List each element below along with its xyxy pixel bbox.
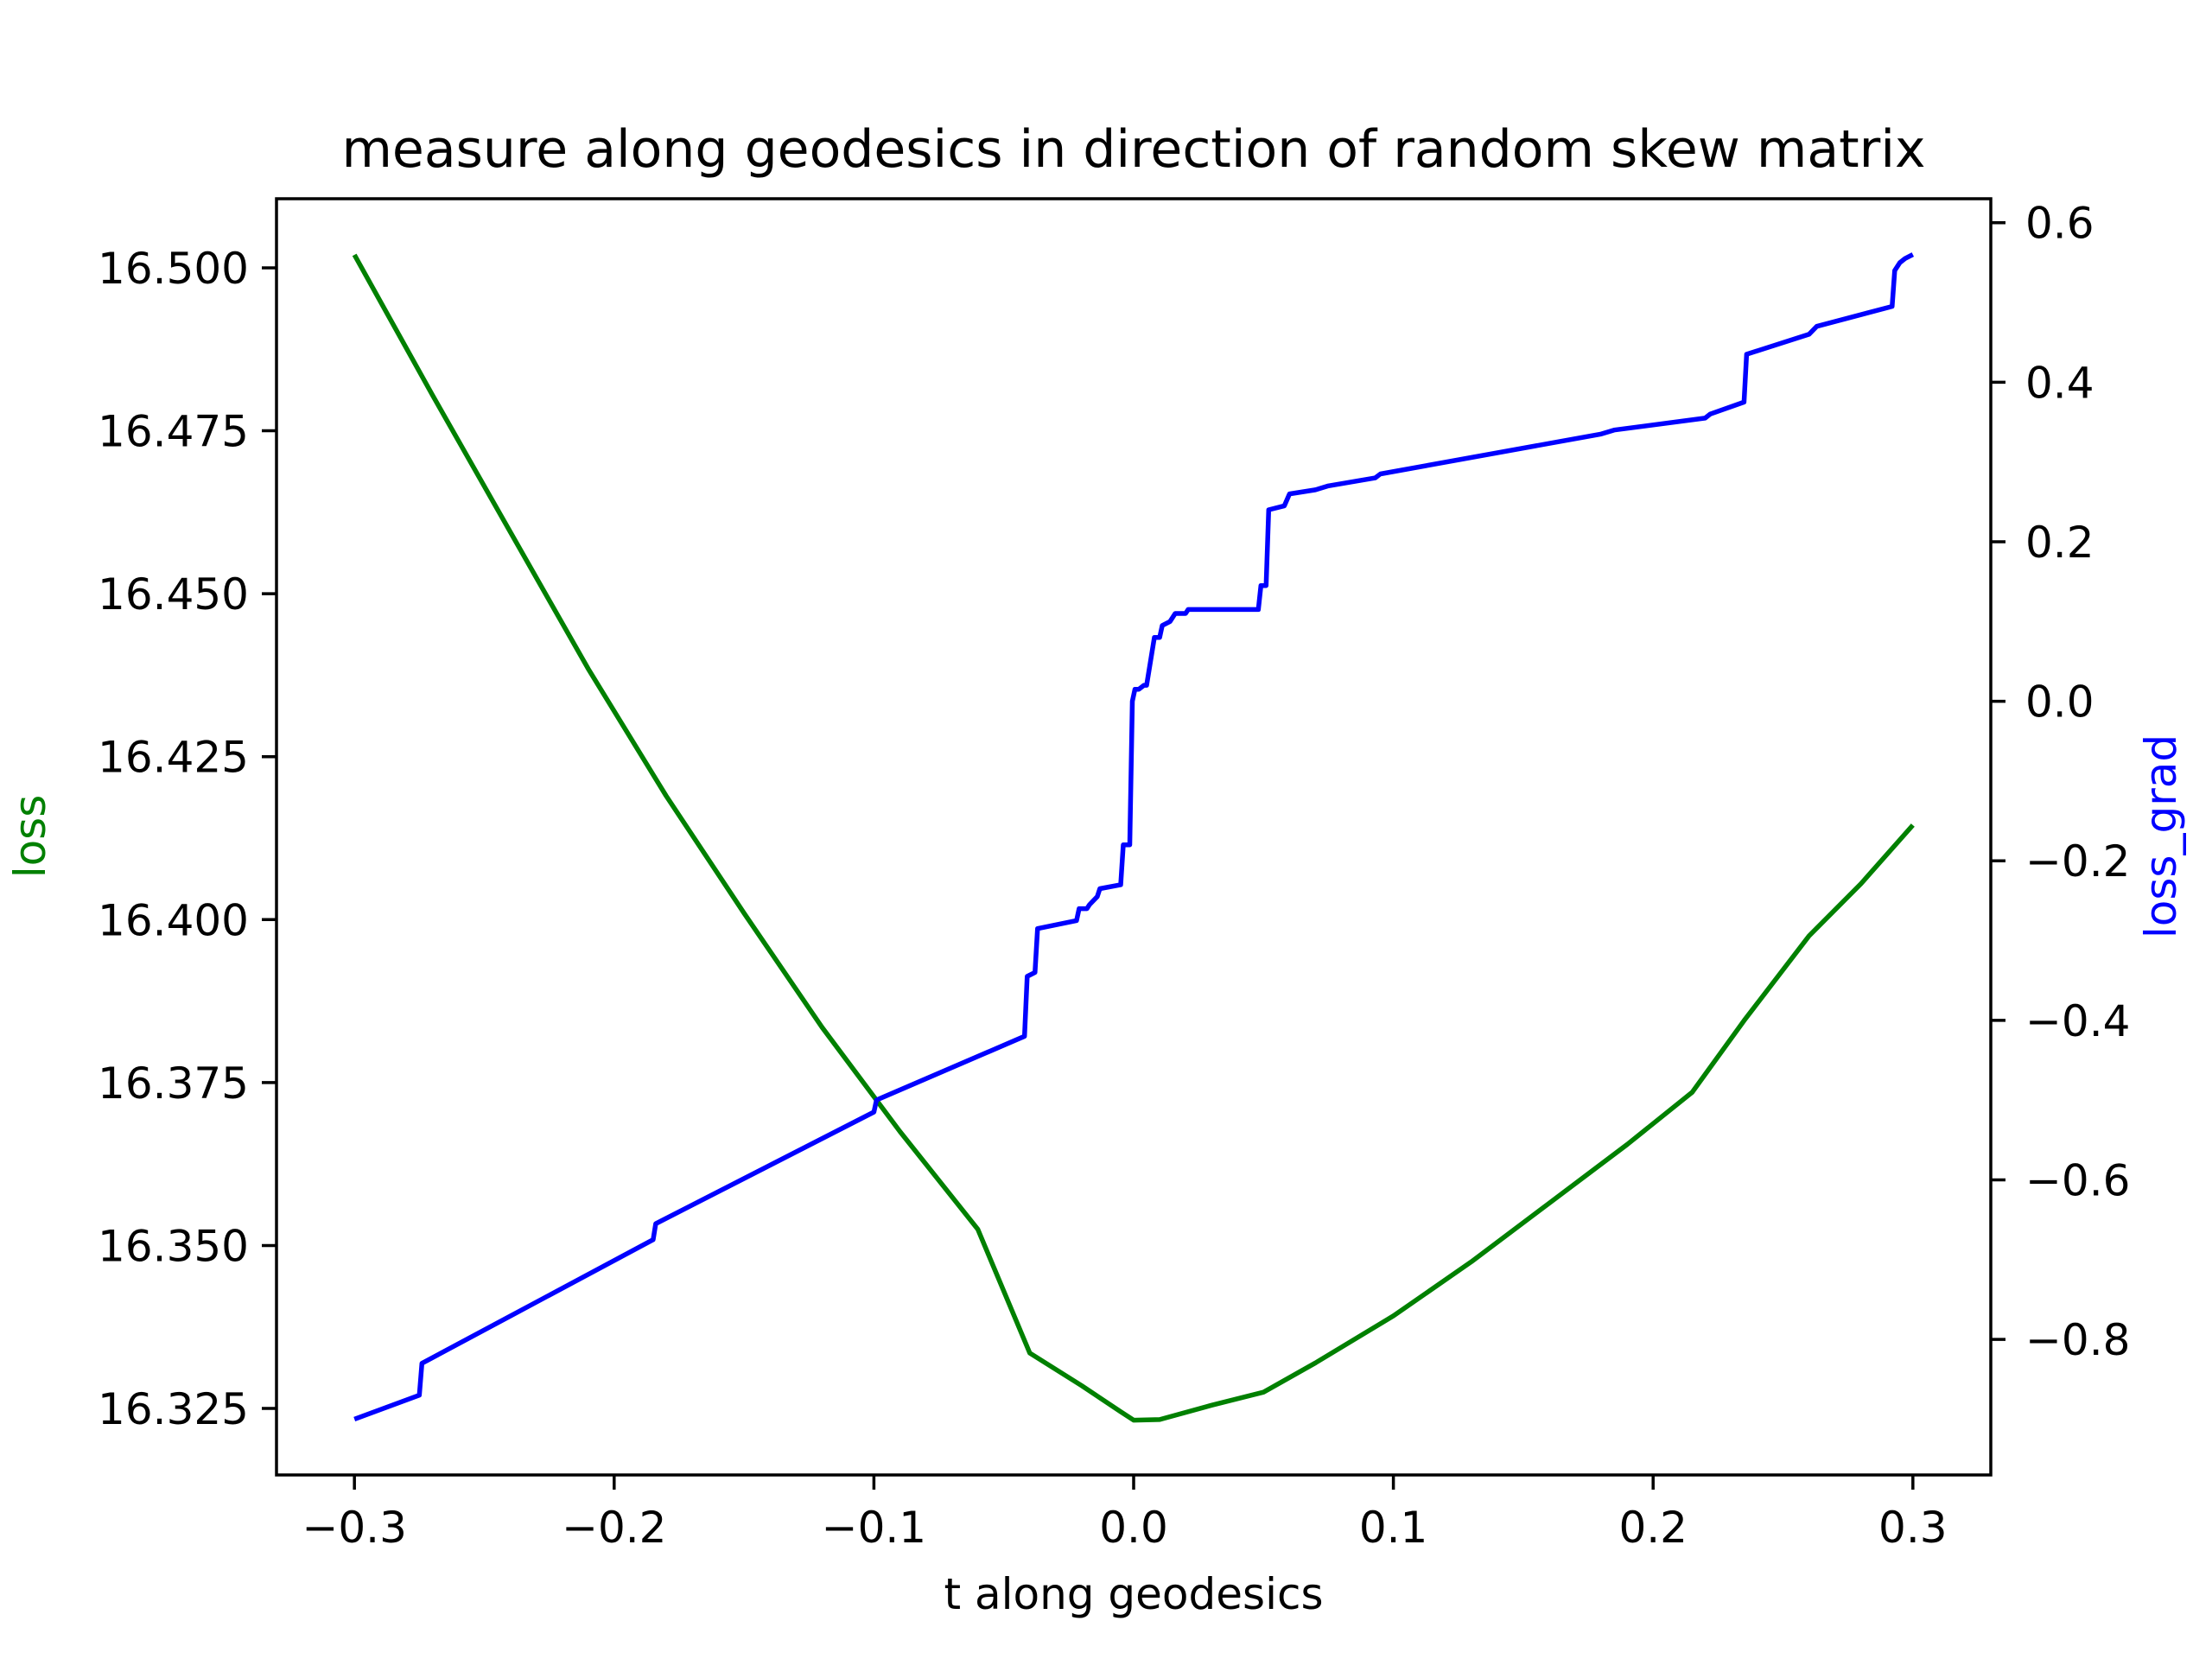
left-y-tick-label: 16.475 bbox=[98, 407, 249, 457]
left-y-axis-label: loss bbox=[5, 795, 55, 879]
right-y-tick-label: −0.4 bbox=[2025, 996, 2130, 1046]
right-y-tick-label: −0.2 bbox=[2025, 836, 2130, 887]
x-tick-label: 0.2 bbox=[1618, 1503, 1688, 1553]
right-y-tick-label: 0.4 bbox=[2025, 358, 2094, 408]
loss-series-line bbox=[352, 253, 1915, 1423]
x-tick-label: 0.1 bbox=[1359, 1503, 1428, 1553]
right-y-tick-label: 0.6 bbox=[2025, 199, 2094, 249]
x-axis-label: t along geodesics bbox=[944, 1569, 1323, 1619]
right-y-axis-label: loss_grad bbox=[2136, 734, 2186, 938]
chart-title: measure along geodesics in direction of … bbox=[341, 119, 1925, 180]
loss-grad-series-line bbox=[353, 252, 1915, 1421]
right-y-axis-ticks: −0.8 −0.6 −0.4 −0.2 0.0 0.2 0.4 0.6 bbox=[1991, 199, 2130, 1365]
right-y-tick-label: −0.6 bbox=[2025, 1155, 2130, 1205]
left-y-tick-label: 16.425 bbox=[98, 733, 249, 783]
x-tick-label: −0.1 bbox=[822, 1503, 926, 1553]
right-y-tick-label: −0.8 bbox=[2025, 1315, 2130, 1365]
x-tick-label: −0.2 bbox=[562, 1503, 666, 1553]
left-y-axis-ticks: 16.325 16.350 16.375 16.400 16.425 16.450 16.4… bbox=[98, 244, 276, 1434]
x-tick-label: 0.3 bbox=[1878, 1503, 1948, 1553]
right-y-tick-label: 0.0 bbox=[2025, 677, 2094, 728]
left-y-tick-label: 16.450 bbox=[98, 569, 249, 620]
left-y-tick-label: 16.350 bbox=[98, 1221, 249, 1271]
x-tick-label: −0.3 bbox=[302, 1503, 406, 1553]
x-axis-ticks: −0.3 −0.2 −0.1 0.0 0.1 0.2 0.3 bbox=[302, 1475, 1948, 1553]
left-y-tick-label: 16.375 bbox=[98, 1058, 249, 1109]
x-tick-label: 0.0 bbox=[1099, 1503, 1168, 1553]
left-y-tick-label: 16.400 bbox=[98, 895, 249, 945]
right-y-tick-label: 0.2 bbox=[2025, 518, 2094, 568]
left-y-tick-label: 16.500 bbox=[98, 244, 249, 294]
left-y-tick-label: 16.325 bbox=[98, 1384, 249, 1434]
